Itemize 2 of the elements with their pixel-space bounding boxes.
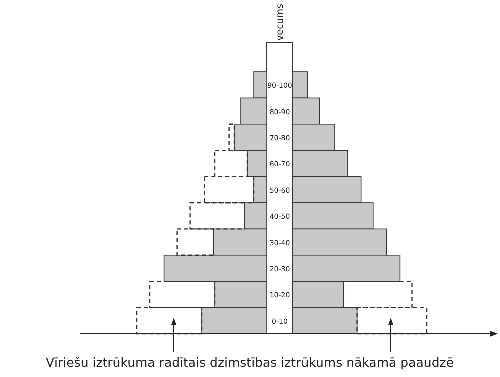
y-axis-title: vecums <box>275 4 286 41</box>
text: Vīriešu iztrūkuma radītais dzimstības iztrūkums nākamā paaudzē <box>46 355 454 370</box>
